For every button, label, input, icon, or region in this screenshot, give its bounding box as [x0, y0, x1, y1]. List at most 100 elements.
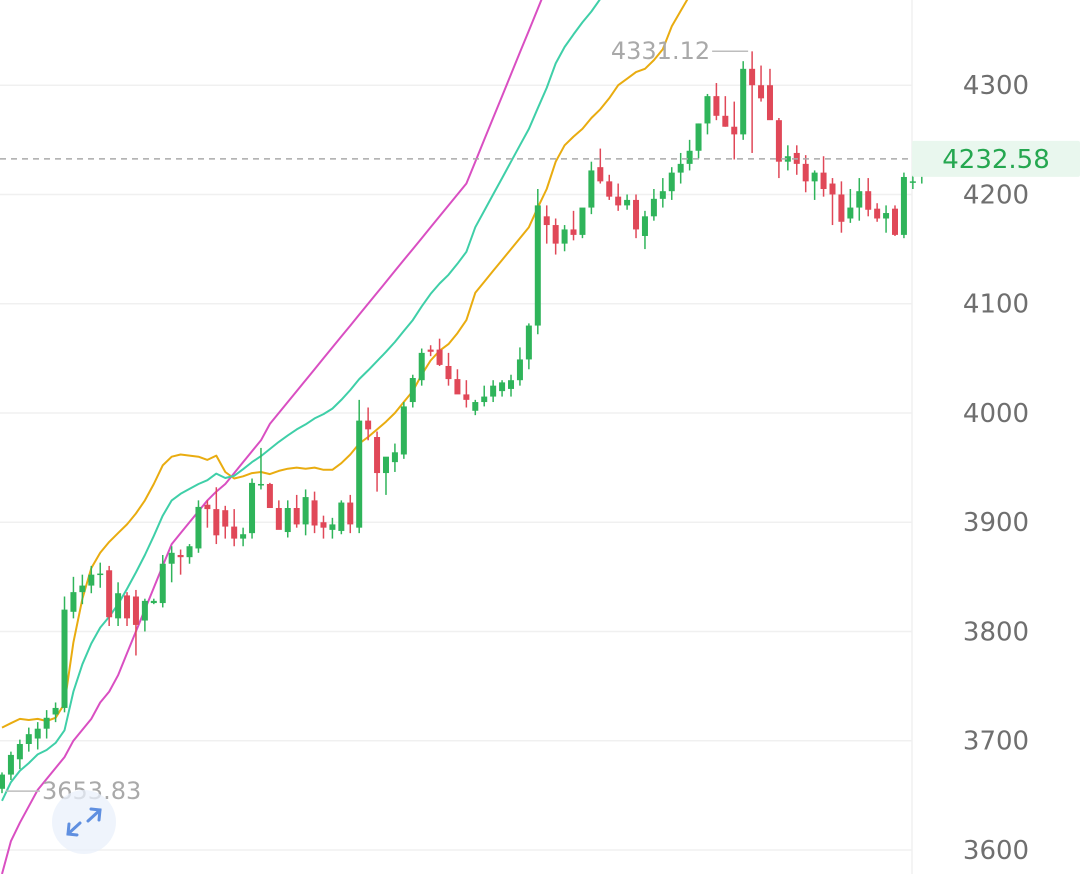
- y-tick-label: 4200: [963, 180, 1029, 210]
- lower-band-line: [1, 0, 543, 874]
- candle: [25, 727, 32, 752]
- candle: [758, 65, 765, 102]
- expand-arrows-icon: [66, 807, 102, 837]
- candle: [97, 562, 104, 588]
- candle: [686, 139, 693, 171]
- candle: [418, 348, 425, 386]
- y-tick-label: 3700: [963, 727, 1029, 757]
- candle: [213, 487, 220, 545]
- candlesticks: [0, 51, 925, 794]
- candle: [802, 155, 809, 193]
- candle: [409, 374, 416, 408]
- candle: [454, 369, 461, 395]
- candle: [231, 509, 238, 547]
- y-axis: 3600 3700 3800 3900 4000 4100 4200 4300: [963, 71, 1029, 866]
- candle: [847, 189, 854, 223]
- candle: [61, 596, 68, 713]
- candle: [633, 194, 640, 239]
- y-tick-label: 4100: [963, 290, 1029, 320]
- candle: [204, 500, 211, 528]
- candle: [900, 172, 907, 239]
- candle: [579, 207, 586, 239]
- candle: [240, 527, 247, 547]
- candle: [838, 181, 845, 233]
- candle: [597, 148, 604, 184]
- candle: [445, 352, 452, 386]
- candle: [275, 500, 282, 530]
- candle: [722, 96, 729, 127]
- candle: [115, 582, 122, 627]
- candle: [811, 170, 818, 200]
- candle: [436, 338, 443, 366]
- candle: [749, 51, 756, 153]
- candle: [391, 443, 398, 472]
- candle: [320, 515, 327, 539]
- candle: [463, 380, 470, 408]
- candle: [570, 210, 577, 241]
- candle: [106, 565, 113, 627]
- candle: [543, 205, 550, 244]
- candle: [329, 517, 336, 539]
- candle: [43, 710, 50, 739]
- candle: [124, 592, 131, 627]
- candle: [168, 546, 175, 583]
- candle: [650, 189, 657, 221]
- candle: [874, 203, 881, 222]
- candle: [257, 447, 264, 490]
- current-price-label: 4232.58: [942, 145, 1050, 175]
- candle: [829, 178, 836, 226]
- candle: [338, 500, 345, 535]
- candle: [481, 385, 488, 407]
- candle: [677, 152, 684, 184]
- candle: [52, 702, 59, 723]
- candle: [302, 489, 309, 536]
- candle: [606, 174, 613, 200]
- current-price-tag: [912, 140, 1080, 177]
- candle: [150, 598, 157, 605]
- candle: [177, 549, 184, 575]
- candle: [856, 178, 863, 221]
- candle: [0, 772, 5, 794]
- candle: [159, 554, 166, 608]
- candle: [740, 61, 747, 140]
- candle: [311, 491, 318, 534]
- candle: [704, 93, 711, 135]
- candle: [141, 598, 148, 632]
- candle: [659, 178, 666, 208]
- candle: [668, 167, 675, 200]
- middle-band-line: [1, 0, 601, 802]
- candle: [624, 194, 631, 210]
- candle: [266, 482, 273, 509]
- y-tick-label: 3800: [963, 617, 1029, 647]
- candle: [472, 399, 479, 416]
- extreme-markers: 4331.12 3653.83: [6, 37, 749, 805]
- candle: [508, 374, 515, 397]
- expand-button[interactable]: [52, 790, 116, 854]
- candle: [490, 380, 497, 403]
- candle: [793, 145, 800, 175]
- candle: [365, 407, 372, 441]
- candle: [293, 494, 300, 528]
- y-tick-label: 3600: [963, 836, 1029, 866]
- candle: [588, 161, 595, 215]
- y-tick-label: 4300: [963, 71, 1029, 101]
- candle: [34, 722, 41, 750]
- y-tick-label: 3900: [963, 508, 1029, 538]
- candle: [7, 751, 14, 781]
- candle: [883, 205, 890, 233]
- candle: [79, 574, 86, 605]
- candle: [713, 83, 720, 121]
- current-price: 4232.58: [0, 140, 1080, 177]
- candle: [865, 178, 872, 217]
- candle: [427, 345, 434, 357]
- candle: [615, 183, 622, 211]
- candle: [186, 544, 193, 564]
- candle: [249, 478, 256, 539]
- candle: [766, 68, 773, 121]
- grid-lines: [0, 84, 912, 851]
- candle: [641, 210, 648, 250]
- candle: [499, 380, 506, 397]
- high-marker-label: 4331.12: [611, 37, 710, 65]
- candle: [356, 399, 363, 534]
